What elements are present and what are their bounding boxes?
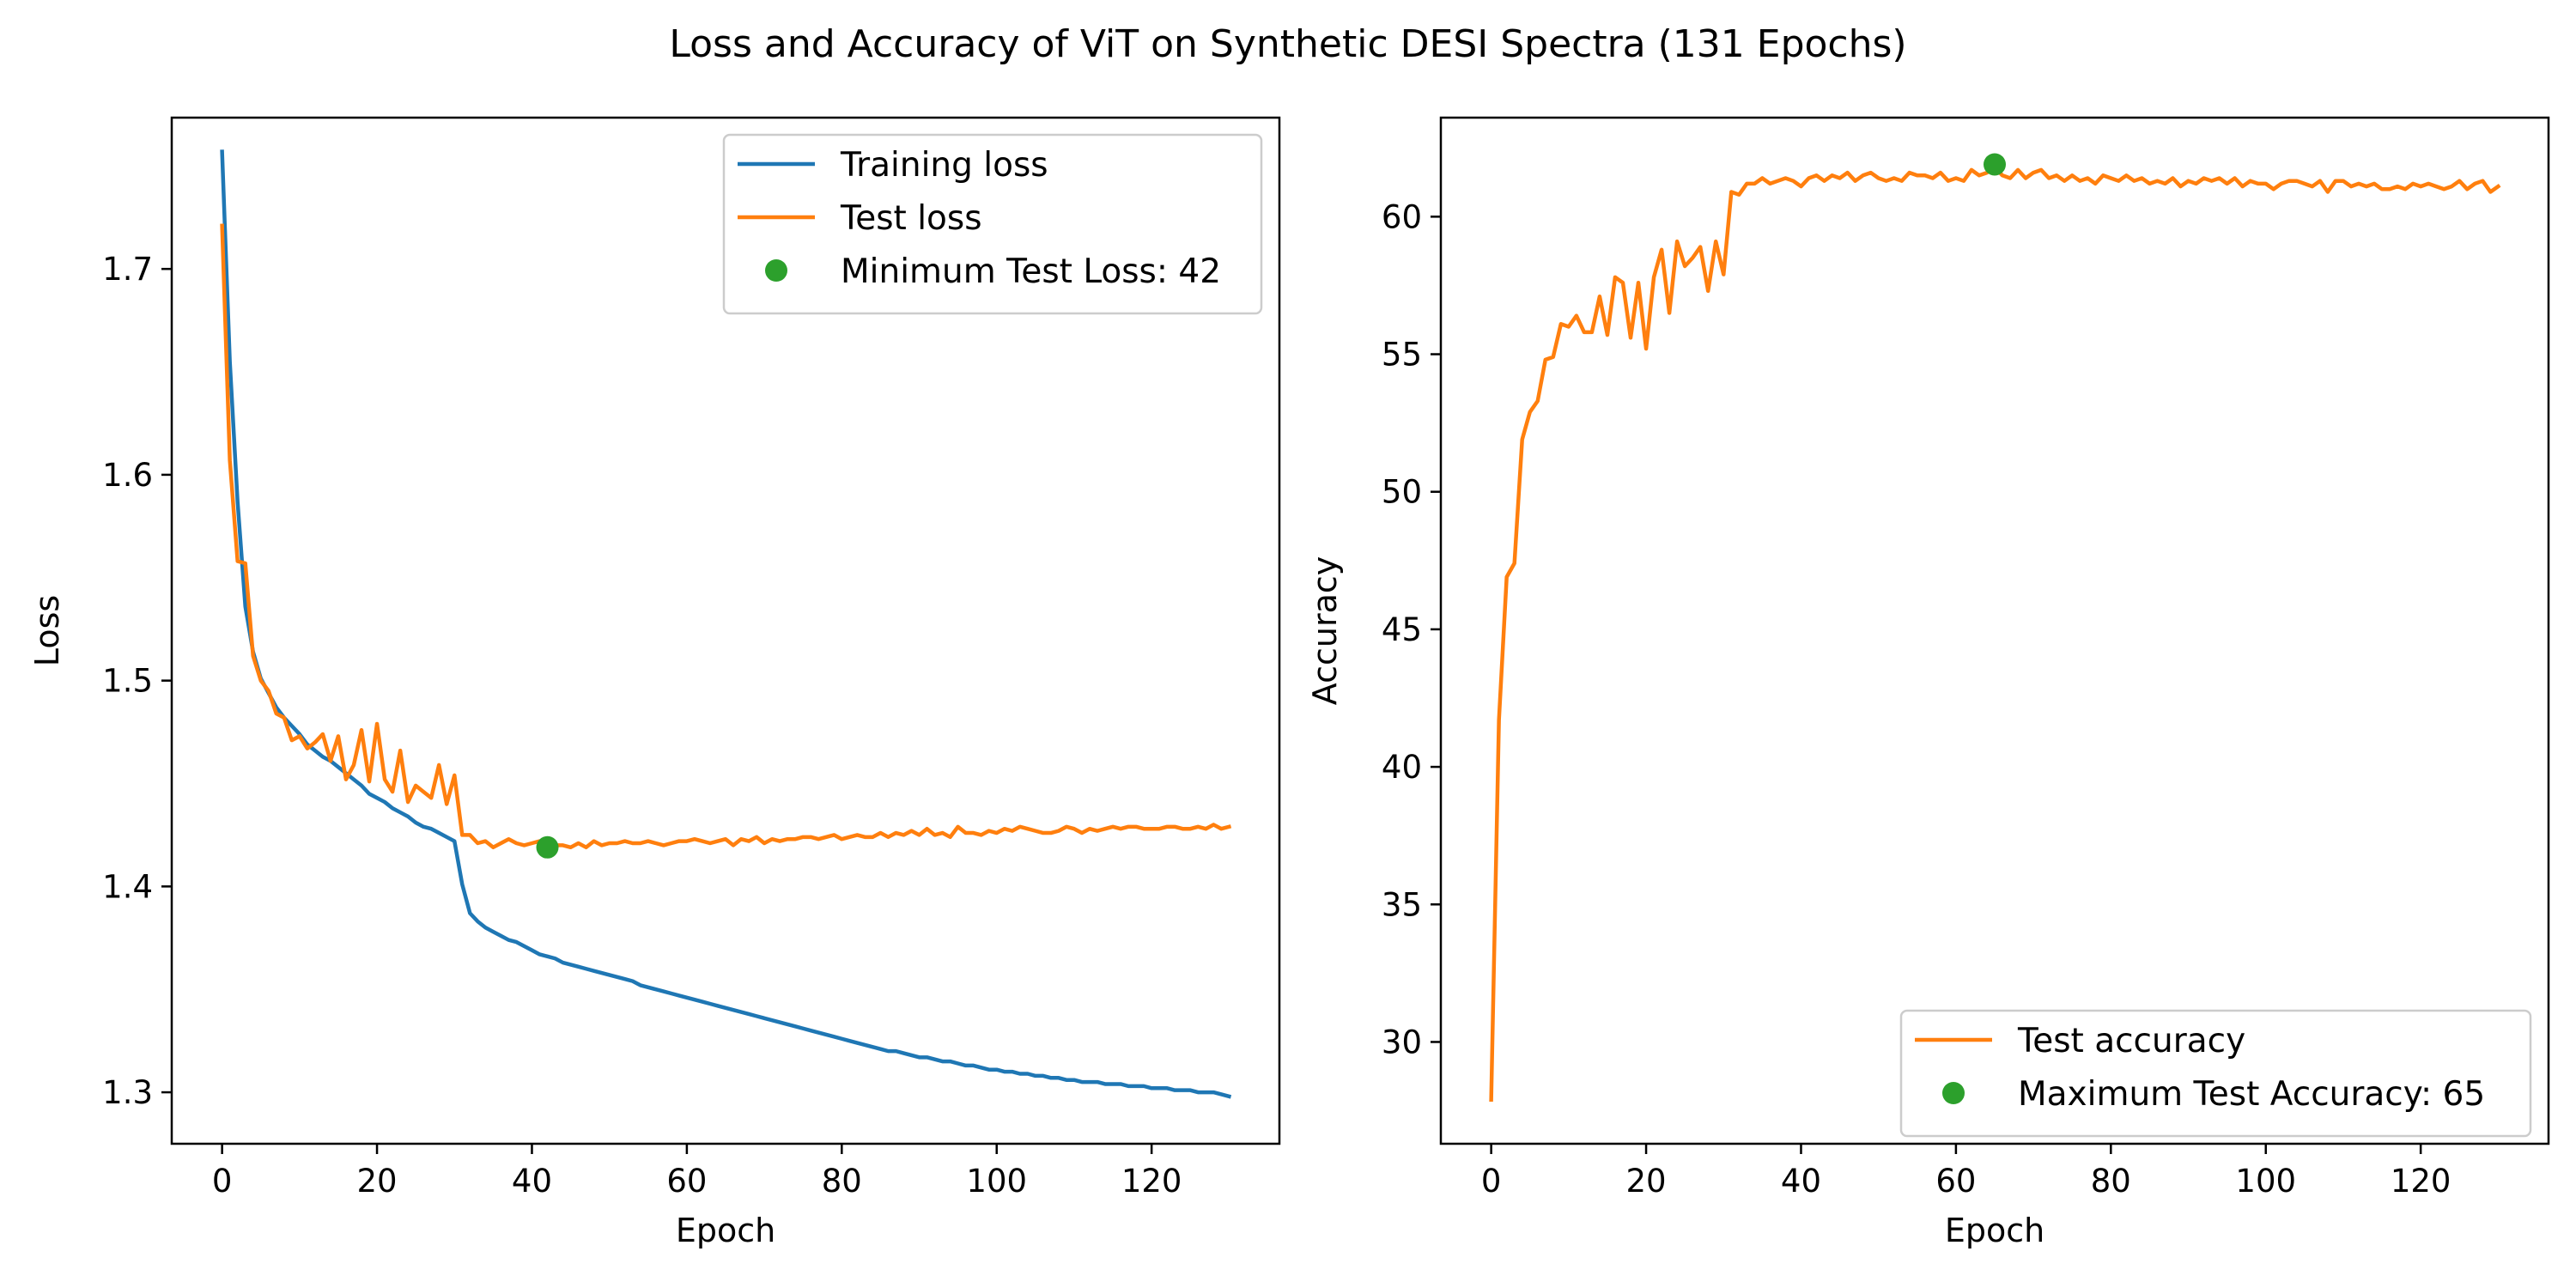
loss-axes-frame [170,116,1281,1145]
loss-x-tick-label: 20 [357,1163,398,1200]
loss-panel: 0 20 40 60 80 100 120 1.3 1.4 1.5 1.6 1.7 Epoch Loss T… [28,116,1281,1249]
loss-y-tick-label: 1.6 [102,457,153,494]
accuracy-x-tick-label: 0 [1481,1163,1502,1200]
accuracy-legend-dot-swatch [1942,1082,1965,1104]
accuracy-legend-label: Maximum Test Accuracy: 65 [2018,1075,2485,1114]
loss-y-tick-label: 1.4 [102,868,153,905]
loss-x-tick-label: 100 [966,1163,1027,1200]
loss-series-test-loss [220,223,1232,850]
accuracy-y-axis-label: Accuracy [1306,556,1344,706]
accuracy-axes-frame [1439,116,2550,1145]
accuracy-panel: 0 20 40 60 80 100 120 30 35 40 45 50 55 60 Epoch Accura… [1306,116,2550,1249]
accuracy-marker-point [1984,153,2006,176]
loss-legend-label: Minimum Test Loss: 42 [841,252,1221,291]
accuracy-x-tick-label: 40 [1781,1163,1821,1200]
loss-x-tick-label: 40 [512,1163,552,1200]
loss-legend-label: Test loss [840,199,982,238]
accuracy-y-tick-label: 30 [1382,1024,1422,1060]
accuracy-x-tick-label: 100 [2235,1163,2296,1200]
accuracy-y-tick-label: 60 [1382,198,1422,235]
accuracy-x-tick-label: 120 [2391,1163,2451,1200]
accuracy-y-tick-label: 55 [1382,337,1422,374]
loss-y-tick-label: 1.7 [102,251,153,288]
loss-x-tick-label: 0 [212,1163,233,1200]
loss-y-tick-label: 1.3 [102,1074,153,1111]
accuracy-y-tick-label: 40 [1382,749,1422,786]
accuracy-x-tick-label: 60 [1935,1163,1976,1200]
loss-y-tick-label: 1.5 [102,663,153,700]
figure-title: Loss and Accuracy of ViT on Synthetic DE… [669,22,1906,66]
loss-legend-dot-swatch [765,259,787,282]
accuracy-x-tick-label: 20 [1626,1163,1667,1200]
accuracy-y-tick-label: 45 [1382,611,1422,648]
loss-x-tick-label: 120 [1121,1163,1182,1200]
accuracy-y-tick-label: 35 [1382,886,1422,923]
accuracy-legend [1899,1009,2532,1138]
accuracy-x-tick-label: 80 [2091,1163,2131,1200]
loss-x-tick-label: 80 [822,1163,862,1200]
loss-legend [722,133,1263,315]
accuracy-legend-label: Test accuracy [2017,1022,2245,1060]
loss-marker-point [536,835,559,859]
loss-series-training-loss [220,149,1232,1099]
loss-x-axis-label: Epoch [676,1212,775,1249]
loss-legend-label: Training loss [840,146,1048,185]
accuracy-x-axis-label: Epoch [1945,1212,2044,1249]
loss-y-axis-label: Loss [28,595,66,666]
loss-x-tick-label: 60 [666,1163,707,1200]
accuracy-y-tick-label: 50 [1382,474,1422,511]
